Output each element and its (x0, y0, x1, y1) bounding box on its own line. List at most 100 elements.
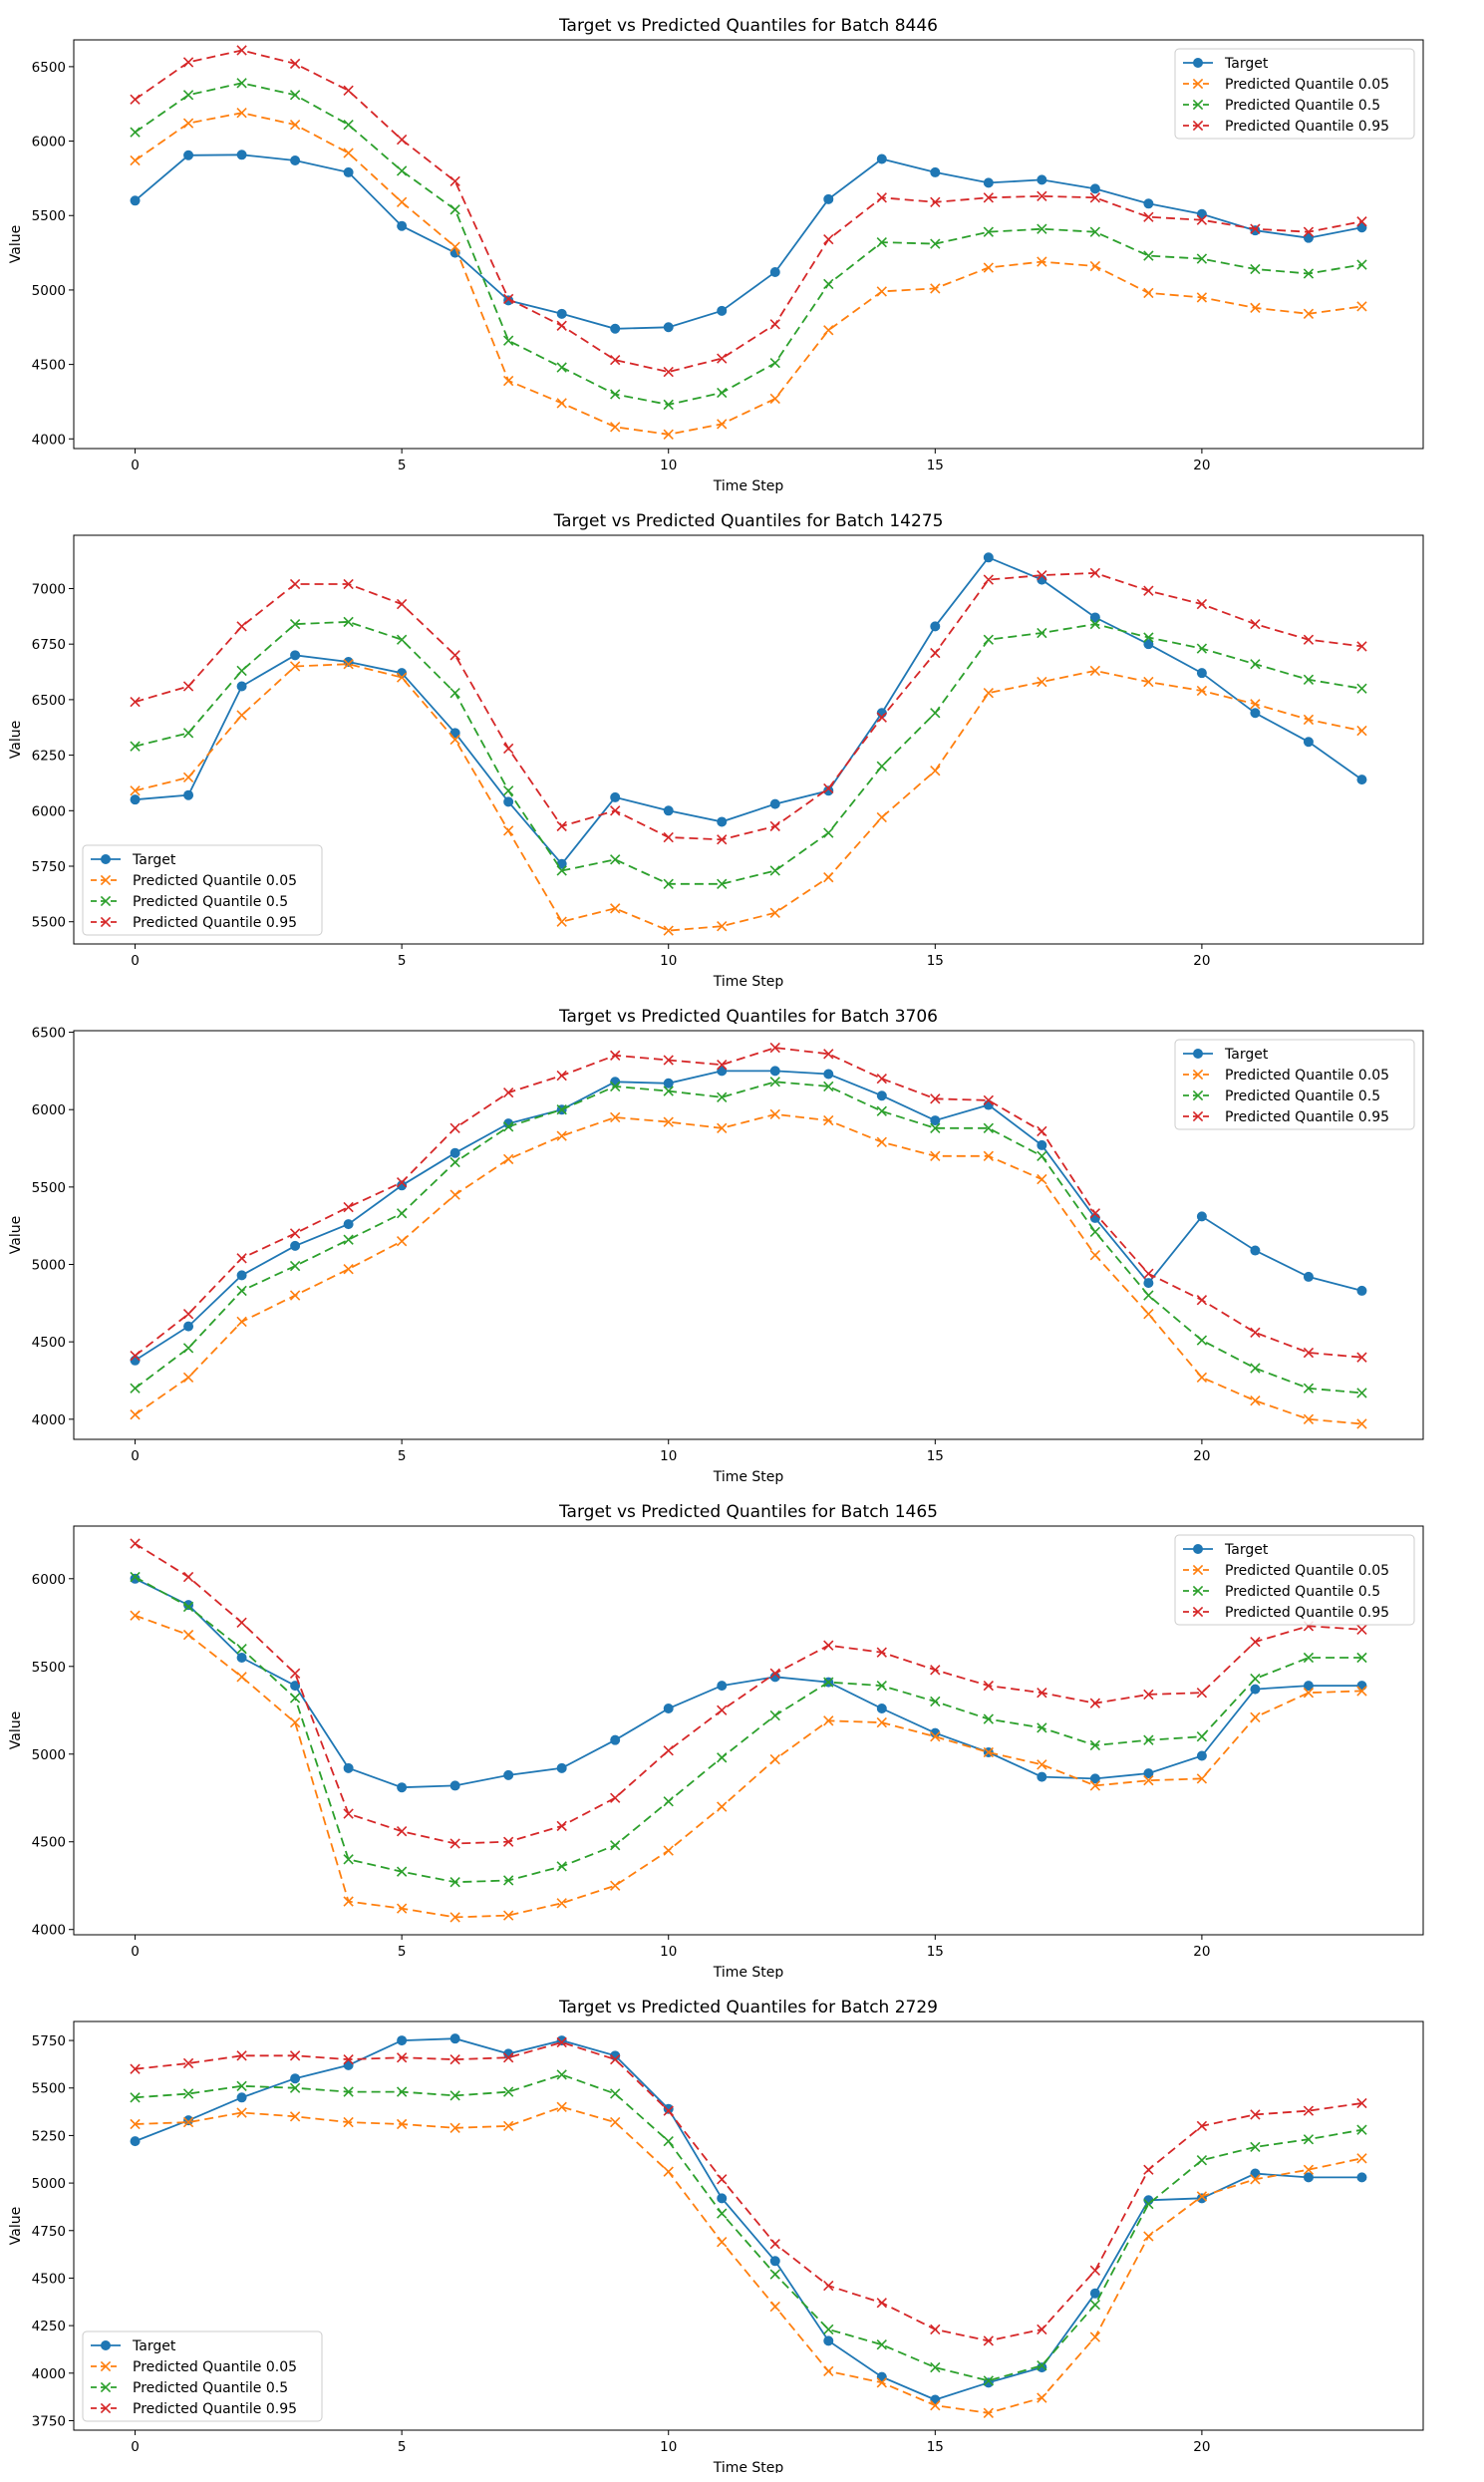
legend-q05-label: Predicted Quantile 0.05 (133, 2359, 297, 2375)
series-q50 (130, 2069, 1367, 2386)
target-point (1089, 1773, 1100, 1784)
q95-point (717, 353, 728, 364)
legend-q50-marker (1192, 99, 1204, 111)
q50-point (663, 2135, 674, 2147)
target-point (236, 150, 247, 160)
legend-q50-label: Predicted Quantile 0.5 (1225, 1584, 1380, 1600)
q05-point (983, 2407, 994, 2419)
target-line (134, 154, 1362, 330)
q50-point (610, 854, 621, 865)
legend-target-marker (1193, 58, 1203, 68)
q95-point (343, 1201, 354, 1213)
q95-point (717, 834, 728, 845)
y-axis-label: Value (8, 1216, 24, 1254)
q95-point (1196, 1295, 1208, 1306)
y-tick-label: 4750 (32, 2224, 66, 2240)
q05-point (130, 2118, 141, 2130)
q50-point (556, 865, 567, 876)
q50-point (396, 2086, 408, 2097)
q95-point (396, 1177, 408, 1188)
chart-title: Target vs Predicted Quantiles for Batch … (558, 16, 938, 36)
target-point (1089, 1212, 1100, 1223)
q50-point (1143, 1290, 1154, 1301)
q50-point (717, 387, 728, 399)
y-tick-label: 4000 (32, 1923, 66, 1939)
q05-point (182, 2116, 194, 2128)
q05-point (343, 1264, 354, 1275)
y-tick-label: 5000 (32, 1747, 66, 1763)
q50-point (823, 2324, 834, 2335)
q05-point (1037, 676, 1047, 688)
q05-point (182, 1372, 194, 1384)
target-point (1196, 1750, 1207, 1761)
target-point (556, 308, 567, 319)
q50-point (1250, 1363, 1261, 1374)
q05-point (1250, 302, 1261, 314)
target-point (236, 681, 247, 692)
target-point (983, 177, 994, 188)
x-tick-label: 0 (131, 2439, 140, 2455)
q05-point (1143, 287, 1154, 299)
q95-point (717, 1705, 728, 1715)
q95-point (876, 1073, 887, 1085)
q05-point (769, 1108, 780, 1120)
target-point (1089, 2288, 1100, 2299)
q95-point (1250, 2109, 1261, 2120)
target-point (183, 150, 194, 160)
q05-point (449, 241, 460, 252)
q95-point (396, 134, 408, 146)
legend-target-label: Target (1224, 1047, 1269, 1063)
q95-point (289, 1228, 301, 1239)
q50-point (556, 362, 567, 373)
q50-point (289, 618, 301, 630)
x-tick-label: 15 (927, 1448, 944, 1464)
y-tick-label: 4000 (32, 1412, 66, 1428)
y-tick-label: 3750 (32, 2413, 66, 2429)
legend-q95-marker (1192, 120, 1204, 132)
axes-frame (73, 1030, 1424, 1440)
y-tick-label: 4500 (32, 1335, 66, 1351)
axes-frame (73, 39, 1424, 450)
q50-point (236, 665, 247, 677)
q50-point (983, 634, 994, 645)
target-point (610, 323, 621, 334)
q05-point (396, 1903, 408, 1914)
q95-point (930, 2324, 941, 2335)
q05-point (449, 734, 460, 746)
q50-point (769, 2269, 780, 2280)
q05-point (769, 2301, 780, 2313)
q50-point (182, 1601, 194, 1613)
q05-point (130, 1408, 141, 1420)
target-point (663, 322, 674, 333)
q50-point (1196, 1335, 1208, 1346)
q50-point (130, 127, 141, 138)
target-point (717, 816, 728, 827)
legend-q95-label: Predicted Quantile 0.95 (133, 2401, 297, 2417)
series-q50 (130, 1077, 1367, 1398)
q05-point (823, 2365, 834, 2377)
q95-point (1089, 1698, 1101, 1708)
legend-target-label: Target (1224, 56, 1269, 72)
x-tick-label: 10 (660, 953, 677, 969)
q50-point (717, 878, 728, 890)
target-point (130, 195, 141, 206)
q50-point (449, 1877, 460, 1888)
q50-point (343, 119, 354, 131)
q95-point (663, 1055, 674, 1066)
target-point (769, 267, 780, 278)
target-point (183, 789, 194, 800)
q50-point (663, 1796, 674, 1807)
q05-point (130, 155, 141, 166)
y-tick-label: 6250 (32, 749, 66, 765)
q05-point (876, 2377, 887, 2388)
y-tick-label: 5000 (32, 283, 66, 299)
legend-q95-marker (100, 2402, 112, 2414)
x-tick-label: 0 (131, 953, 140, 969)
target-point (1356, 222, 1367, 233)
q95-point (930, 1665, 941, 1676)
legend-q05-marker (100, 874, 112, 886)
q05-point (556, 398, 567, 409)
target-line (135, 2037, 1362, 2401)
q95-point (289, 58, 301, 70)
target-point (1089, 612, 1100, 623)
